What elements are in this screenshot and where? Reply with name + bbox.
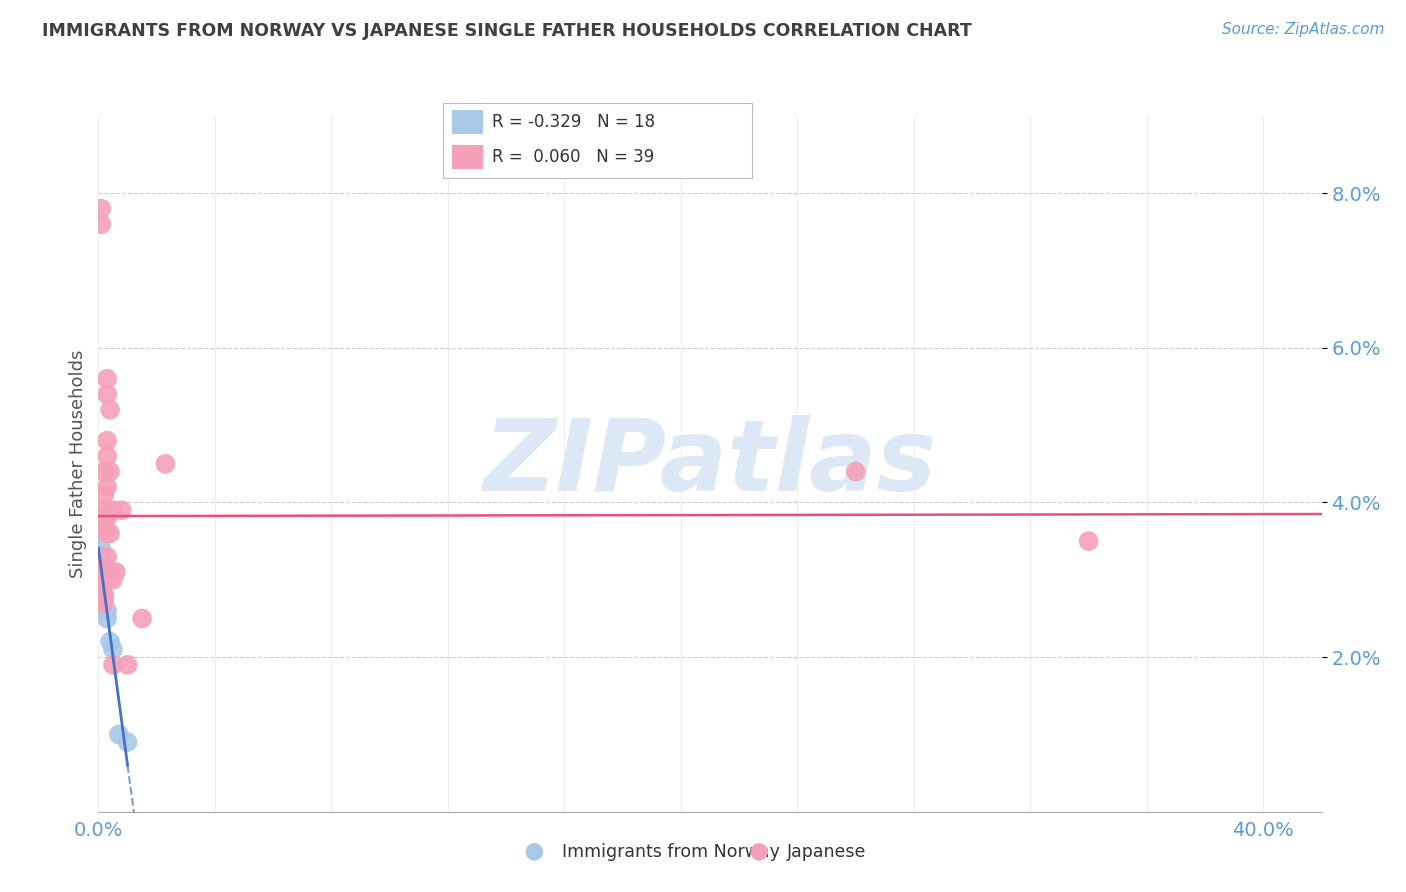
Point [101, 503, 124, 517]
Point [90, 511, 112, 525]
Point [96, 604, 118, 618]
Point [96, 611, 118, 625]
Point [117, 657, 139, 672]
Text: Immigrants from Norway: Immigrants from Norway [562, 843, 780, 861]
Point [98, 526, 121, 541]
Text: ZIPatlas: ZIPatlas [484, 416, 936, 512]
Point [90, 549, 112, 564]
Point [93, 511, 115, 525]
Point [90, 565, 112, 579]
Point [93, 565, 115, 579]
Point [90, 526, 112, 541]
Point [90, 581, 112, 595]
Point [93, 573, 115, 587]
Point [93, 573, 115, 587]
Point [155, 457, 177, 471]
Point [101, 642, 124, 657]
Point [98, 634, 121, 648]
Point [101, 573, 124, 587]
Point [98, 465, 121, 479]
Point [96, 526, 118, 541]
Point [93, 465, 115, 479]
Point [90, 596, 112, 610]
Point [104, 565, 127, 579]
Point [96, 449, 118, 463]
Point [93, 558, 115, 572]
Bar [453, 145, 484, 169]
Point [90, 573, 112, 587]
Point [90, 596, 112, 610]
Point [117, 735, 139, 749]
Bar [453, 111, 484, 135]
Point [1077, 534, 1099, 549]
Point [98, 402, 121, 417]
Text: Source: ZipAtlas.com: Source: ZipAtlas.com [1222, 22, 1385, 37]
Point [98, 565, 121, 579]
Point [93, 488, 115, 502]
Point [111, 503, 134, 517]
Text: Japanese: Japanese [787, 843, 866, 861]
Point [90, 202, 112, 216]
Point [96, 549, 118, 564]
Point [748, 845, 770, 859]
Point [96, 372, 118, 386]
Point [96, 387, 118, 401]
Point [93, 596, 115, 610]
Text: R =  0.060   N = 39: R = 0.060 N = 39 [492, 148, 655, 166]
Y-axis label: Single Father Households: Single Father Households [69, 350, 87, 578]
Point [96, 434, 118, 448]
Point [93, 588, 115, 602]
Point [101, 657, 124, 672]
Point [90, 565, 112, 579]
Text: IMMIGRANTS FROM NORWAY VS JAPANESE SINGLE FATHER HOUSEHOLDS CORRELATION CHART: IMMIGRANTS FROM NORWAY VS JAPANESE SINGL… [42, 22, 972, 40]
Point [93, 588, 115, 602]
Point [90, 588, 112, 602]
Point [90, 217, 112, 231]
Point [131, 611, 153, 625]
Point [523, 845, 546, 859]
Point [93, 596, 115, 610]
Point [93, 518, 115, 533]
Point [96, 511, 118, 525]
Text: R = -0.329   N = 18: R = -0.329 N = 18 [492, 113, 655, 131]
Point [93, 503, 115, 517]
Point [96, 573, 118, 587]
Point [90, 549, 112, 564]
Point [90, 541, 112, 556]
Point [96, 480, 118, 494]
Point [845, 465, 868, 479]
Point [90, 604, 112, 618]
Point [108, 727, 131, 741]
